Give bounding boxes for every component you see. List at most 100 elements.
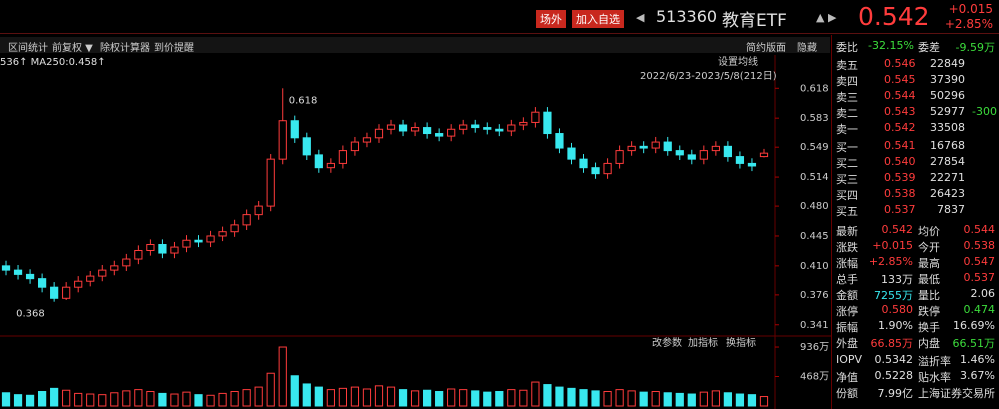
last-price: 0.542 (858, 2, 930, 31)
volume-button: 加指标 (688, 336, 718, 349)
volume-bar (25, 394, 35, 407)
volume-bar (122, 390, 131, 407)
stat-label: 今开 (918, 241, 940, 254)
prev-arrow[interactable]: ◀ (636, 11, 645, 24)
volume-bar (350, 386, 360, 407)
volume-bar (158, 392, 167, 407)
book-volume: 52977 (930, 105, 965, 118)
candle-body (723, 145, 732, 158)
volume-bar (627, 390, 636, 407)
candle-body (747, 162, 757, 167)
stat-label: 涨停 (836, 305, 858, 318)
volume-bar (374, 385, 384, 407)
y-tick-label: 0.480 (800, 201, 829, 212)
stat-value: 0.537 (963, 271, 996, 284)
book-label: 卖一 (836, 123, 858, 136)
book-price: 0.545 (884, 73, 916, 86)
book-price: 0.537 (884, 203, 916, 216)
divider (831, 35, 832, 409)
book-volume: 37390 (930, 73, 965, 86)
candle-body (386, 124, 396, 130)
candle-body (699, 150, 708, 160)
volume-bar (507, 389, 516, 407)
value: -9.59万 (955, 41, 995, 54)
candle-body (627, 145, 636, 152)
candle-body (182, 239, 191, 248)
button[interactable]: 场外 (536, 10, 566, 28)
toolbar-item[interactable]: 到价提醒 (154, 43, 194, 54)
stat-value: 66.51万 (952, 337, 996, 350)
stat-label: 贴水率 (918, 371, 951, 384)
stat-value: 7255万 (874, 289, 913, 302)
candle-body (410, 127, 420, 132)
book-price: 0.539 (884, 171, 916, 184)
candle-body (579, 158, 588, 169)
book-price: 0.541 (884, 139, 916, 152)
y-tick-label: 0.514 (800, 172, 829, 183)
candle-body (459, 124, 468, 130)
volume-bar (398, 389, 408, 407)
stat-value: 1.90% (878, 319, 913, 332)
candle-body (206, 235, 215, 243)
book-price: 0.543 (884, 105, 916, 118)
volume-bar (723, 392, 732, 407)
candle-body (350, 141, 360, 152)
book-label: 买五 (836, 205, 858, 218)
stat-label: 振幅 (836, 321, 858, 334)
candle-body (531, 111, 540, 123)
volume-bar (338, 387, 347, 407)
label: 委差 (918, 41, 940, 54)
volume-bar (194, 394, 203, 407)
volume-bar (495, 391, 504, 407)
candle-body (230, 224, 239, 233)
stat-value: 0.474 (963, 303, 996, 316)
y-tick-label: 0.410 (800, 261, 829, 272)
volume-bar (302, 383, 311, 407)
stat-value: 7.99亿 (877, 387, 914, 400)
toolbar-item[interactable]: 区间统计 (8, 43, 48, 54)
stat-label: 外盘 (836, 337, 858, 350)
candle-body (651, 141, 660, 149)
candle-body (254, 205, 263, 216)
book-delta: -300 (972, 105, 997, 118)
icons[interactable]: ▲ ▶ (816, 11, 837, 24)
candle-body (38, 278, 47, 288)
candle-body (495, 128, 504, 132)
volume-button: 换指标 (726, 336, 756, 349)
annotation: 0.618 (289, 95, 318, 106)
candle-body (447, 128, 456, 137)
candle-body (639, 145, 648, 149)
volume-bar (38, 391, 47, 407)
stat-value: 0.5228 (874, 369, 914, 382)
volume-bar (146, 391, 155, 407)
volume-bar (13, 394, 23, 407)
button[interactable]: 加入自选 (572, 10, 624, 28)
volume-bar (675, 392, 684, 407)
volume-bar (170, 393, 179, 407)
stat-value: 0.547 (963, 255, 996, 268)
toolbar-item[interactable]: 隐藏 (797, 43, 817, 54)
candle-body (483, 127, 492, 130)
book-volume: 16768 (930, 139, 965, 152)
toolbar-item[interactable]: 前复权 ▼ (52, 43, 93, 54)
stat-label: 最低 (918, 273, 940, 286)
candle-body (471, 124, 480, 129)
toolbar-item[interactable]: 除权计算器 (100, 43, 150, 54)
candle-body (543, 111, 552, 135)
stat-label: 溢折率 (918, 355, 951, 368)
stat-value: 66.85万 (870, 337, 914, 350)
volume-bar (759, 396, 769, 407)
book-volume: 27854 (930, 155, 965, 168)
candle-body (62, 286, 71, 299)
volume-bar (326, 389, 335, 407)
top-bar (0, 0, 999, 34)
toolbar-item[interactable]: 简约版面 (746, 43, 786, 54)
stat-label: 最新 (836, 225, 858, 238)
candle-body (555, 133, 564, 149)
volume-button: 改参数 (652, 336, 682, 349)
volume-bar (230, 391, 239, 407)
book-label: 买二 (836, 157, 858, 170)
stat-label: 均价 (918, 225, 940, 238)
book-volume: 22271 (930, 171, 965, 184)
candle-body (374, 128, 384, 139)
